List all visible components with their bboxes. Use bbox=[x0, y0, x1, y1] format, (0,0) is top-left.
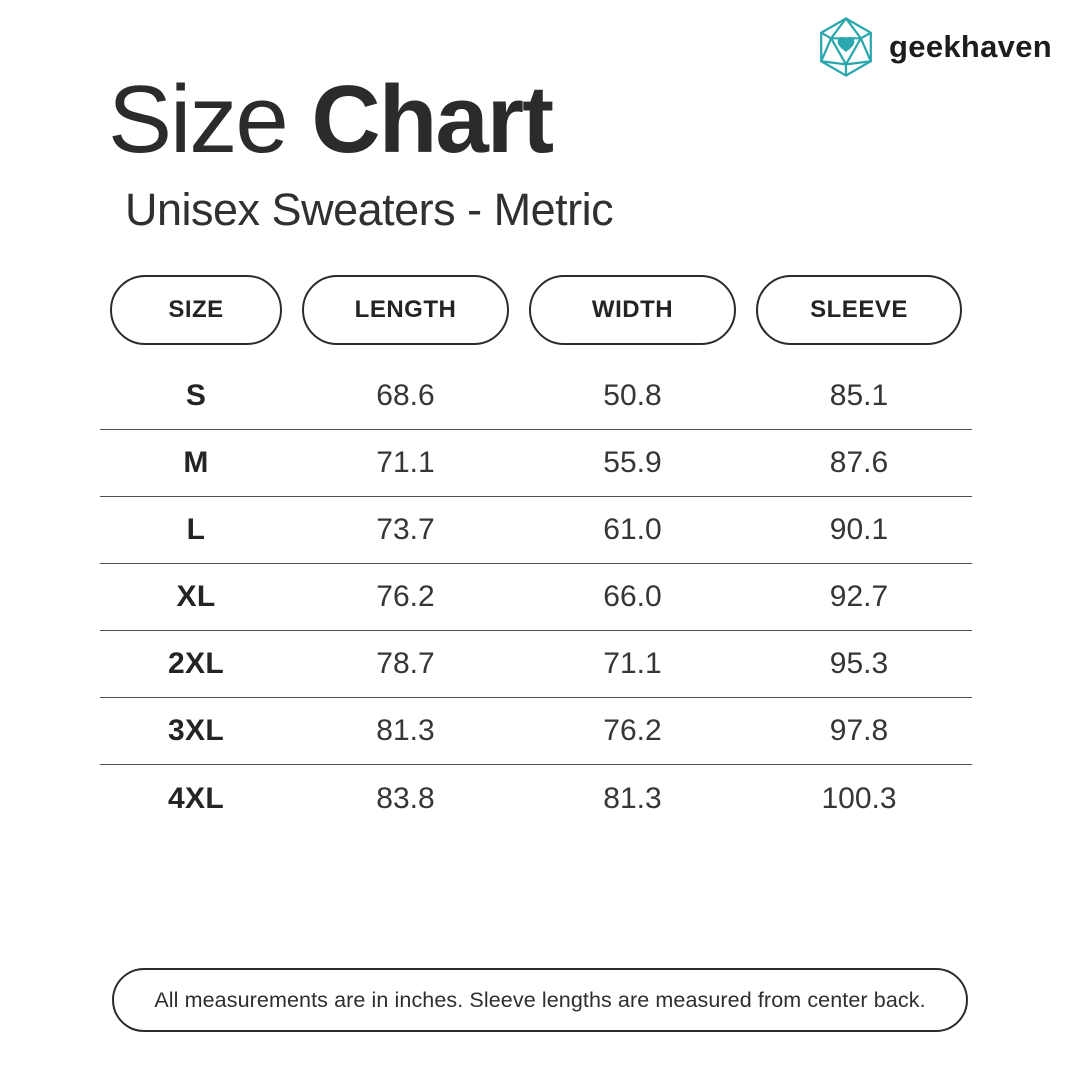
width-header-pill: WIDTH bbox=[529, 275, 736, 345]
sleeve-value: 95.3 bbox=[829, 647, 889, 680]
table-row-xl: XL 76.2 66.0 92.7 bbox=[100, 564, 972, 631]
width-value: 61.0 bbox=[603, 513, 662, 546]
size-value: 3XL bbox=[168, 714, 224, 747]
brand-logo: geekhaven bbox=[815, 16, 1052, 78]
page-subtitle: Unisex Sweaters - Metric bbox=[125, 184, 614, 235]
sleeve-value: 87.6 bbox=[829, 446, 889, 479]
width-value: 50.8 bbox=[603, 379, 662, 412]
table-row-s: S 68.6 50.8 85.1 bbox=[100, 363, 972, 430]
sleeve-value: 92.7 bbox=[829, 580, 889, 613]
sleeve-value: 100.3 bbox=[821, 781, 897, 815]
size-value: L bbox=[186, 513, 206, 546]
length-header-pill: LENGTH bbox=[302, 275, 509, 345]
table-row-l: L 73.7 61.0 90.1 bbox=[100, 497, 972, 564]
d20-heart-icon bbox=[820, 17, 872, 77]
width-value: 71.1 bbox=[603, 647, 662, 680]
table-row-4xl: 4XL 83.8 81.3 100.3 bbox=[100, 765, 972, 832]
sleeve-header-pill: SLEEVE bbox=[756, 275, 962, 345]
brand-name: geekhaven bbox=[889, 29, 1052, 64]
sleeve-value: 85.1 bbox=[829, 379, 889, 412]
length-value: 83.8 bbox=[376, 781, 435, 815]
size-value: 2XL bbox=[168, 647, 224, 680]
length-value: 78.7 bbox=[376, 647, 435, 680]
width-value: 76.2 bbox=[603, 714, 662, 747]
length-value: 71.1 bbox=[376, 446, 435, 479]
size-value: 4XL bbox=[168, 781, 224, 815]
width-value: 81.3 bbox=[603, 781, 662, 815]
sleeve-value: 97.8 bbox=[829, 714, 889, 747]
page-title: Size Chart bbox=[108, 72, 554, 168]
page-title-bold: Chart bbox=[311, 66, 554, 173]
width-value: 66.0 bbox=[603, 580, 662, 613]
length-value: 81.3 bbox=[376, 714, 435, 747]
header-cell-width: WIDTH bbox=[519, 275, 746, 345]
size-value: M bbox=[183, 446, 209, 479]
table-header-row: SIZE LENGTH WIDTH SLEEVE bbox=[100, 275, 972, 345]
size-chart-table: SIZE LENGTH WIDTH SLEEVE S 68.6 50.8 85.… bbox=[100, 275, 972, 832]
sleeve-value: 90.1 bbox=[829, 513, 889, 546]
measurement-note: All measurements are in inches. Sleeve l… bbox=[112, 968, 968, 1032]
size-header-pill: SIZE bbox=[110, 275, 282, 345]
length-value: 73.7 bbox=[376, 513, 435, 546]
length-value: 68.6 bbox=[376, 379, 435, 412]
header-cell-size: SIZE bbox=[100, 275, 292, 345]
size-value: S bbox=[185, 379, 207, 412]
table-row-3xl: 3XL 81.3 76.2 97.8 bbox=[100, 698, 972, 765]
size-value: XL bbox=[176, 580, 216, 613]
width-value: 55.9 bbox=[603, 446, 662, 479]
page-title-light: Size bbox=[108, 66, 289, 173]
header-cell-sleeve: SLEEVE bbox=[746, 275, 972, 345]
header-cell-length: LENGTH bbox=[292, 275, 519, 345]
table-row-2xl: 2XL 78.7 71.1 95.3 bbox=[100, 631, 972, 698]
length-value: 76.2 bbox=[376, 580, 435, 613]
table-row-m: M 71.1 55.9 87.6 bbox=[100, 430, 972, 497]
